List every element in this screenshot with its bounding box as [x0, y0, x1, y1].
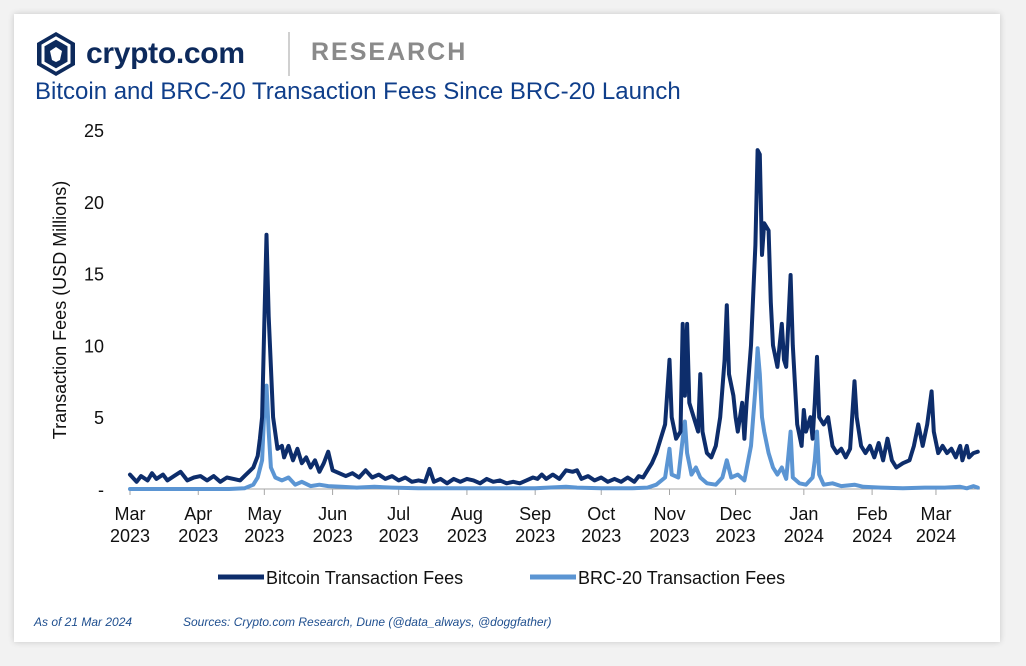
x-tick-label: Aug 2023 [447, 504, 487, 546]
x-tick-label: May 2023 [244, 504, 284, 546]
chart-card [14, 14, 1000, 642]
y-tick-label: - [98, 480, 104, 500]
x-tick-label: Nov 2023 [649, 504, 689, 546]
x-tick-label: Mar 2024 [916, 504, 956, 546]
y-axis: - 5 10 15 20 25 Transaction Fees (USD Millions… [50, 121, 104, 500]
chart-title: Bitcoin and BRC-20 Transaction Fees Sinc… [35, 78, 681, 105]
x-tick-label: Mar 2023 [110, 504, 150, 546]
x-tick-label: Sep 2023 [515, 504, 555, 546]
legend: Bitcoin Transaction Fees BRC-20 Transacti… [218, 568, 785, 588]
x-tick-label: Feb 2024 [852, 504, 892, 546]
y-tick-label: 5 [94, 408, 104, 428]
series-line-brc-20-transaction-fees [128, 346, 980, 491]
series-line-bitcoin-transaction-fees [128, 148, 980, 486]
y-tick-label: 25 [84, 121, 104, 141]
x-tick-label: Jul 2023 [379, 504, 419, 546]
brand-header: crypto.com [36, 30, 245, 78]
x-tick-label: Jan 2024 [784, 504, 824, 546]
x-axis: Mar 2023 Apr 2023 May 2023 Jun 2023 Jul 2023 Aug 20… [110, 488, 980, 546]
x-tick-label: Oct 2023 [581, 504, 621, 546]
y-tick-label: 10 [84, 336, 104, 356]
legend-label: BRC-20 Transaction Fees [578, 568, 785, 588]
as-of-date: As of 21 Mar 2024 [34, 615, 133, 629]
series-layer [128, 148, 980, 491]
legend-label: Bitcoin Transaction Fees [266, 568, 463, 588]
x-tick-label: Apr 2023 [178, 504, 218, 546]
y-axis-label: Transaction Fees (USD Millions) [50, 181, 70, 439]
brand-section-label: RESEARCH [311, 38, 468, 66]
sources-note: Sources: Crypto.com Research, Dune (@dat… [183, 615, 552, 629]
brand-name: crypto.com [86, 37, 245, 70]
brand-divider [288, 32, 290, 76]
y-tick-label: 20 [84, 193, 104, 213]
x-tick-label: Dec 2023 [716, 504, 756, 546]
x-tick-label: Jun 2023 [313, 504, 353, 546]
crypto-com-lion-shield-icon [37, 32, 75, 76]
y-tick-label: 15 [84, 265, 104, 285]
